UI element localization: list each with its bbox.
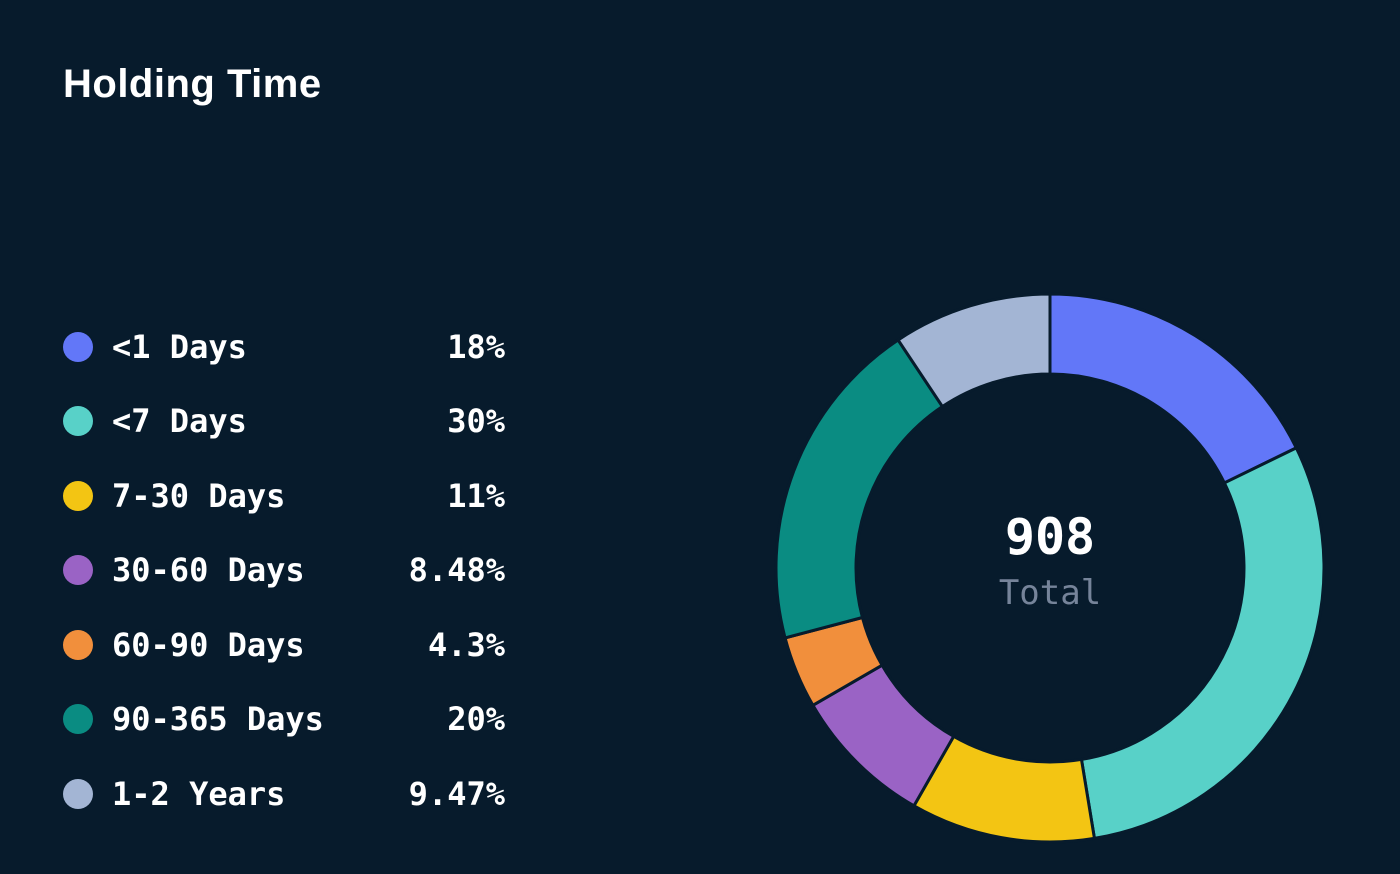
legend-color-dot — [63, 481, 93, 511]
legend-label: 7-30 Days — [112, 477, 286, 515]
legend-value: 18% — [447, 328, 505, 366]
donut-segment-6[interactable] — [896, 292, 1052, 409]
legend-value: 9.47% — [408, 775, 505, 813]
legend-item-90-365-days[interactable]: 90-365 Days 20% — [63, 700, 505, 738]
donut-chart[interactable] — [774, 292, 1326, 844]
legend-value: 20% — [447, 700, 505, 738]
legend-item-30-60-days[interactable]: 30-60 Days 8.48% — [63, 551, 505, 589]
legend-color-dot — [63, 779, 93, 809]
legend-value: 4.3% — [427, 626, 505, 664]
legend-value: 30% — [447, 402, 505, 440]
legend-color-dot — [63, 406, 93, 436]
legend-item-lt7-days[interactable]: <7 Days 30% — [63, 402, 505, 440]
legend-color-dot — [63, 555, 93, 585]
legend-item-60-90-days[interactable]: 60-90 Days 4.3% — [63, 626, 505, 664]
legend-label: 30-60 Days — [112, 551, 305, 589]
legend-label: <1 Days — [112, 328, 247, 366]
legend-item-7-30-days[interactable]: 7-30 Days 11% — [63, 477, 505, 515]
legend-color-dot — [63, 704, 93, 734]
legend-label: 1-2 Years — [112, 775, 286, 813]
donut-segment-1[interactable] — [1079, 446, 1326, 840]
legend-value: 8.48% — [408, 551, 505, 589]
legend-label: 60-90 Days — [112, 626, 305, 664]
legend-value: 11% — [447, 477, 505, 515]
legend-label: <7 Days — [112, 402, 247, 440]
legend-item-lt1-days[interactable]: <1 Days 18% — [63, 328, 505, 366]
legend-color-dot — [63, 630, 93, 660]
page-title: Holding Time — [63, 62, 322, 106]
legend-label: 90-365 Days — [112, 700, 324, 738]
legend-item-1-2-years[interactable]: 1-2 Years 9.47% — [63, 775, 505, 813]
donut-segment-5[interactable] — [774, 338, 944, 640]
donut-segment-0[interactable] — [1048, 292, 1298, 485]
legend-color-dot — [63, 332, 93, 362]
